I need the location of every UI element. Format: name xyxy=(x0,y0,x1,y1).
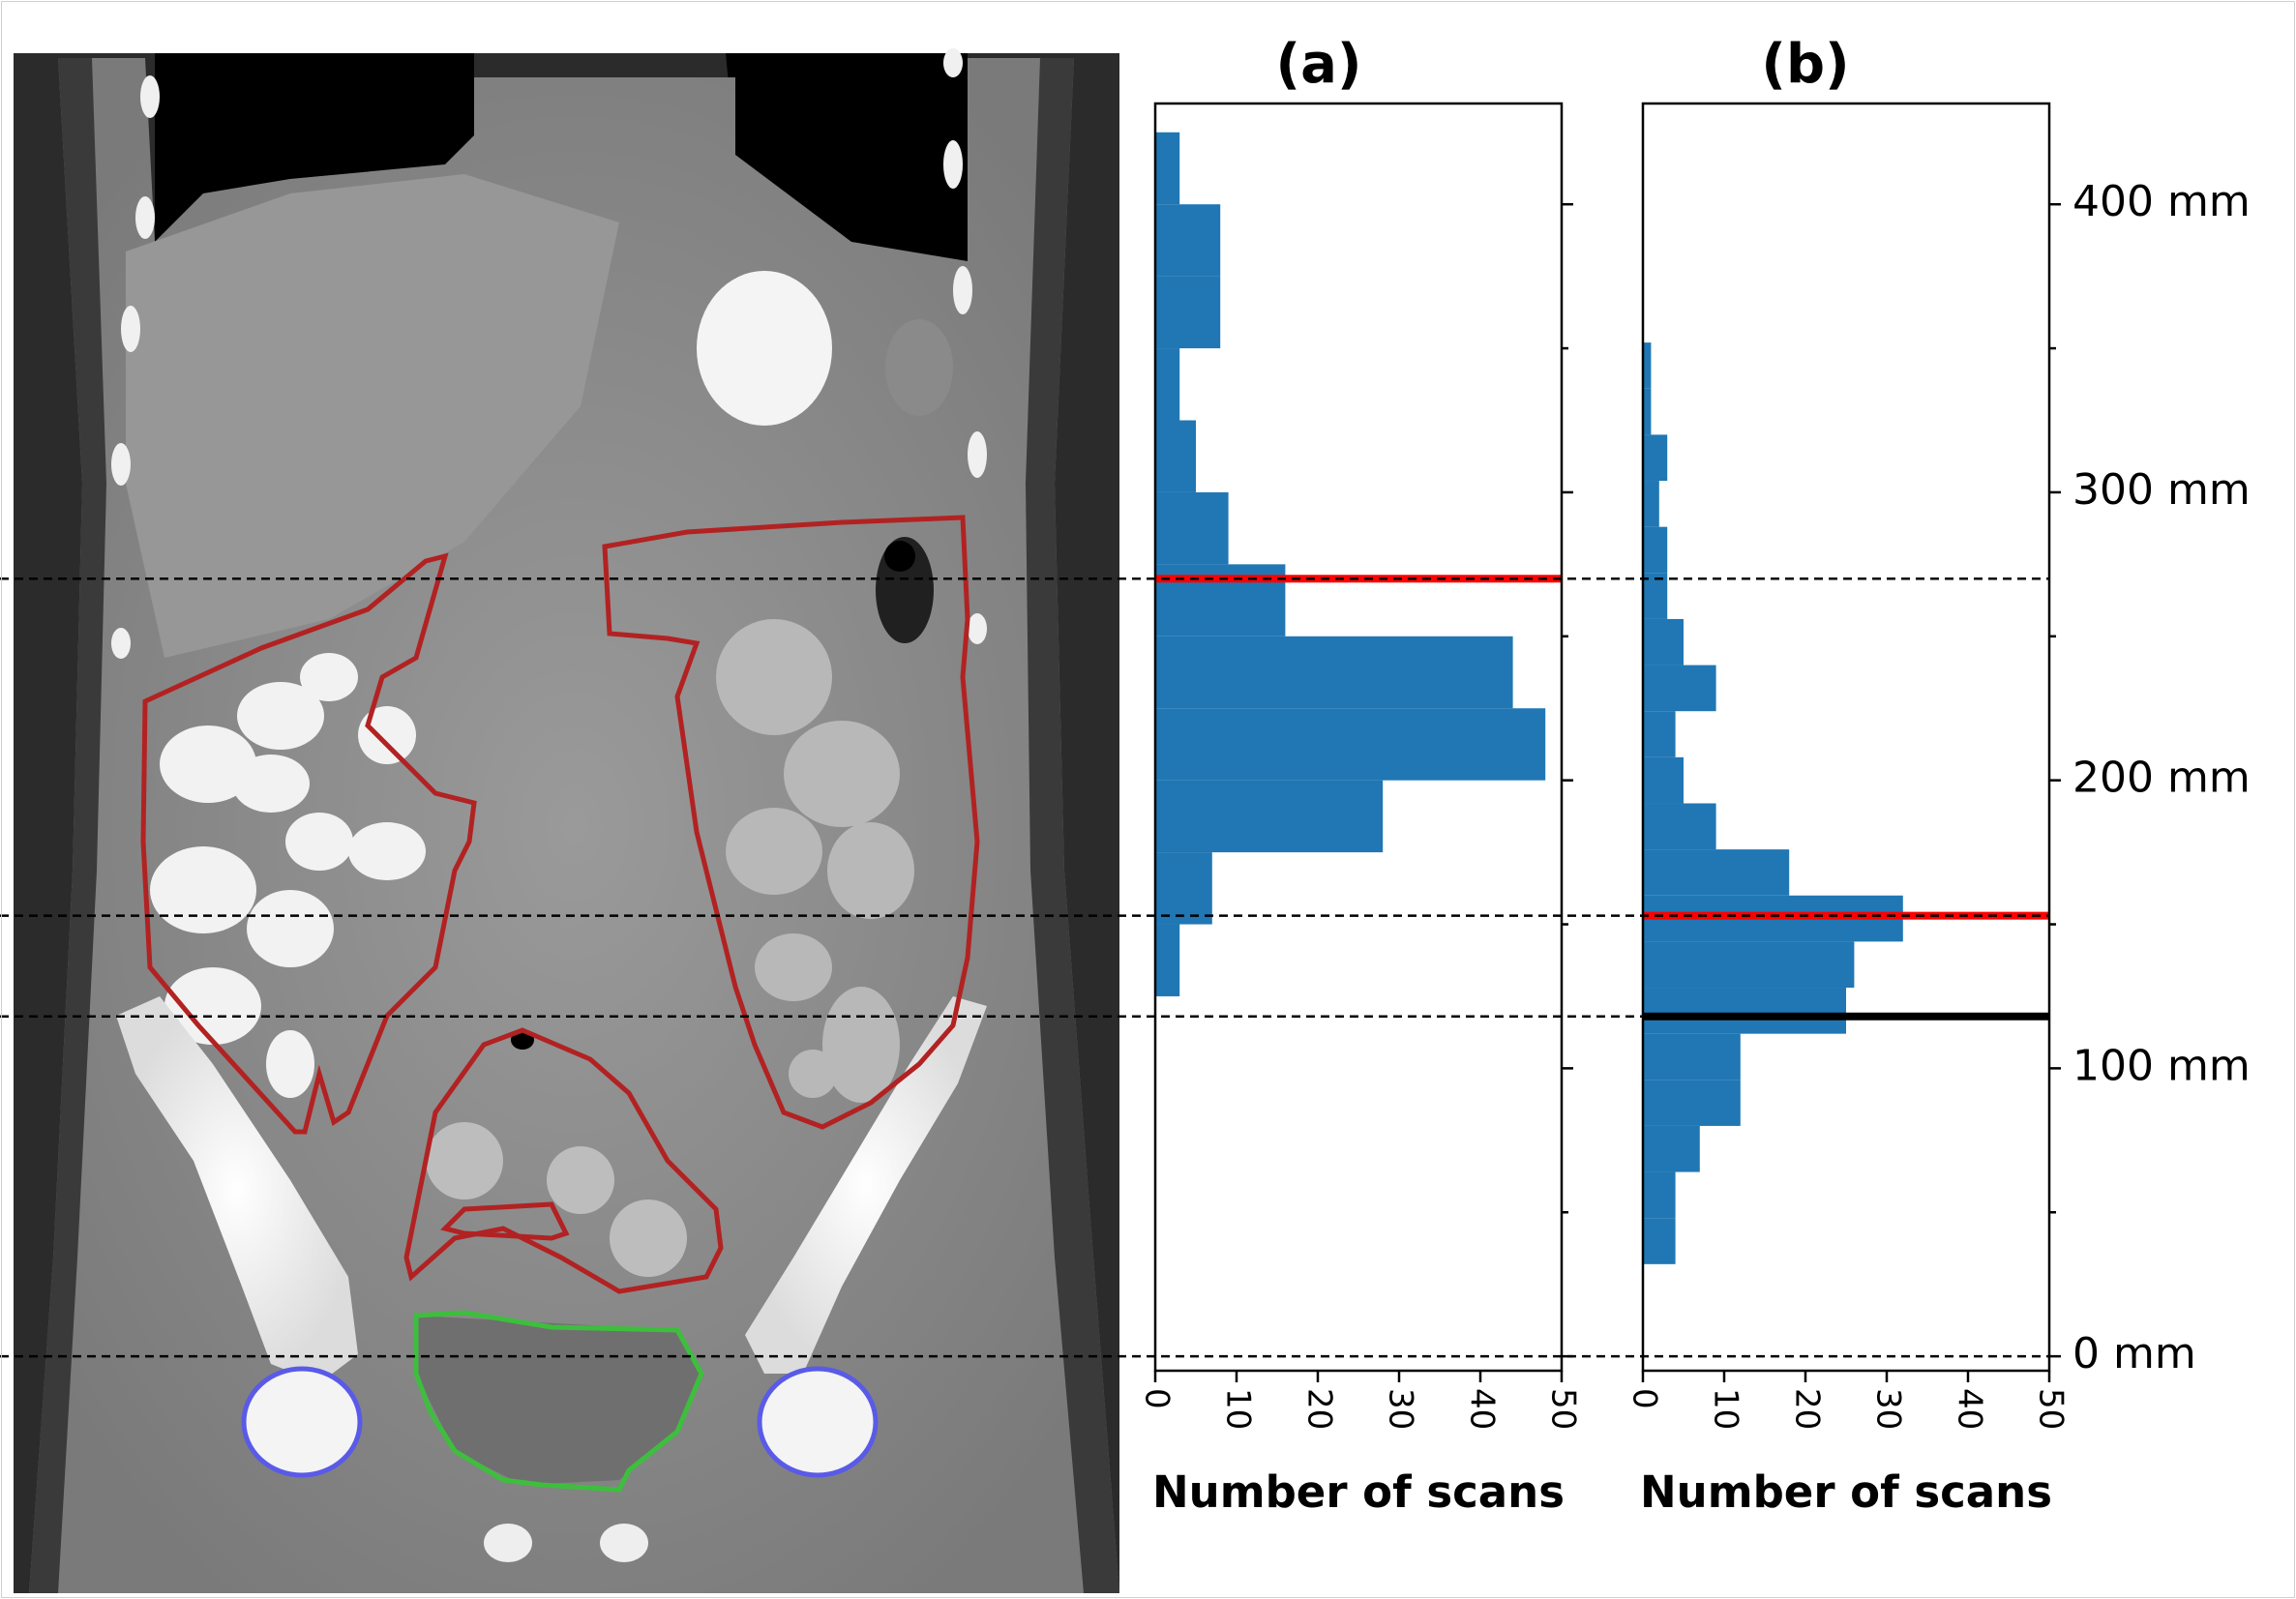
histogram-bar xyxy=(1643,618,1684,666)
x-tick-label: 10 xyxy=(1707,1388,1745,1430)
right-lung xyxy=(155,53,474,242)
panel-a-xticks: 0 10 20 30 40 50 xyxy=(1138,1371,1583,1430)
histogram-bar xyxy=(1155,276,1221,349)
histogram-bar xyxy=(1155,708,1546,781)
right-body-wall xyxy=(29,58,106,1593)
pelvic-bowel xyxy=(426,1122,687,1277)
histogram-bar xyxy=(1643,481,1659,527)
colon-gas-bubble xyxy=(884,541,915,572)
pubic-bone-left xyxy=(600,1524,648,1562)
bladder xyxy=(416,1316,701,1485)
histogram-bar xyxy=(1643,1125,1700,1172)
histogram-bar xyxy=(1643,1171,1676,1219)
spleen xyxy=(885,319,953,416)
panel-a-bars xyxy=(1155,132,1546,996)
panel-b-title: (b) xyxy=(1761,33,1849,96)
x-tick-label: 30 xyxy=(1382,1388,1420,1430)
x-tick-label: 20 xyxy=(1300,1388,1339,1430)
panel-b-yticks: 0 mm 100 mm 200 mm 300 mm 400 mm xyxy=(2049,177,2251,1378)
histogram-bar xyxy=(1643,941,1855,989)
left-bowel-loops xyxy=(716,619,914,1103)
histogram-bar xyxy=(1643,342,1652,389)
histogram-bar xyxy=(1643,1033,1741,1081)
left-iliac-bone xyxy=(745,996,987,1374)
y-tick-label: 0 mm xyxy=(2072,1329,2196,1378)
right-iliac-bone xyxy=(116,996,358,1383)
pelvic-bowel-bag-contour xyxy=(403,1027,724,1294)
panel-a-xlabel: Number of scans xyxy=(1152,1466,1565,1518)
panel-a-frame xyxy=(1153,102,1564,1373)
y-tick-label: 100 mm xyxy=(2072,1041,2251,1090)
histogram-panel-a: (a) 0 10 20 30 40 50 Number of scans xyxy=(1138,33,1583,1518)
histogram-bar xyxy=(1155,420,1196,492)
stomach-contrast xyxy=(697,271,832,426)
histogram-bar xyxy=(1155,491,1229,565)
histogram-bar xyxy=(1155,852,1212,925)
x-tick-label: 40 xyxy=(1463,1388,1502,1430)
ribs xyxy=(111,48,987,659)
left-femoral-head xyxy=(760,1369,876,1475)
x-tick-label: 10 xyxy=(1219,1388,1258,1430)
histogram-bar xyxy=(1155,348,1180,421)
histogram-bar xyxy=(1643,665,1716,712)
dashed-reference-lines xyxy=(0,577,2049,1358)
histogram-bar xyxy=(1643,434,1668,482)
x-tick-label: 0 xyxy=(1625,1388,1664,1409)
y-tick-label: 400 mm xyxy=(2072,177,2251,226)
histogram-bar xyxy=(1643,526,1668,574)
histogram-bar xyxy=(1155,132,1180,205)
histogram-bar xyxy=(1643,1080,1741,1126)
ct-coronal-scan xyxy=(14,48,1119,1593)
panel-b-xticks: 0 10 20 30 40 50 xyxy=(1625,1371,2071,1430)
histogram-bar xyxy=(1643,803,1716,850)
histogram-bar xyxy=(1643,711,1676,757)
y-tick-label: 200 mm xyxy=(2072,754,2251,803)
histogram-bar xyxy=(1643,388,1652,435)
bladder-contour xyxy=(413,1310,704,1493)
histogram-bar xyxy=(1643,573,1668,619)
pelvic-bowel-inner-contour xyxy=(440,1201,570,1241)
panel-a-title: (a) xyxy=(1276,33,1362,96)
histogram-bar xyxy=(1155,204,1221,277)
right-bowel-bag-contour xyxy=(140,552,477,1135)
x-tick-label: 50 xyxy=(2032,1388,2071,1430)
left-bowel-bag-contour xyxy=(602,515,980,1130)
histogram-bar xyxy=(1643,849,1790,896)
histogram-bar xyxy=(1643,988,1846,1034)
histogram-panel-b: (b) 0 10 20 30 40 50 0 mm 100 mm 200 mm 300 mm 40… xyxy=(1625,33,2251,1518)
right-femoral-head xyxy=(244,1369,360,1475)
histogram-bar xyxy=(1643,756,1684,804)
left-femoral-head-contour xyxy=(757,1366,879,1478)
pubic-bone-right xyxy=(484,1524,532,1562)
x-tick-label: 30 xyxy=(1869,1388,1908,1430)
panel-b-bars xyxy=(1643,342,1903,1264)
histogram-bar xyxy=(1155,780,1384,853)
left-lung xyxy=(726,53,968,261)
panel-b-frame xyxy=(1641,102,2051,1373)
right-femoral-head-contour xyxy=(241,1366,363,1478)
left-body-wall xyxy=(1026,58,1119,1593)
x-tick-label: 0 xyxy=(1138,1388,1177,1409)
x-tick-label: 50 xyxy=(1544,1388,1583,1430)
histogram-bar xyxy=(1155,924,1180,996)
panel-a-right-ticks xyxy=(1562,202,1573,1358)
panel-b-xlabel: Number of scans xyxy=(1640,1466,2052,1518)
histogram-bar xyxy=(1155,636,1513,709)
liver xyxy=(126,174,619,658)
y-tick-label: 300 mm xyxy=(2072,465,2251,515)
histogram-bar xyxy=(1643,1218,1676,1264)
x-tick-label: 40 xyxy=(1951,1388,1989,1430)
right-bowel-loops xyxy=(150,653,426,1098)
x-tick-label: 20 xyxy=(1788,1388,1827,1430)
